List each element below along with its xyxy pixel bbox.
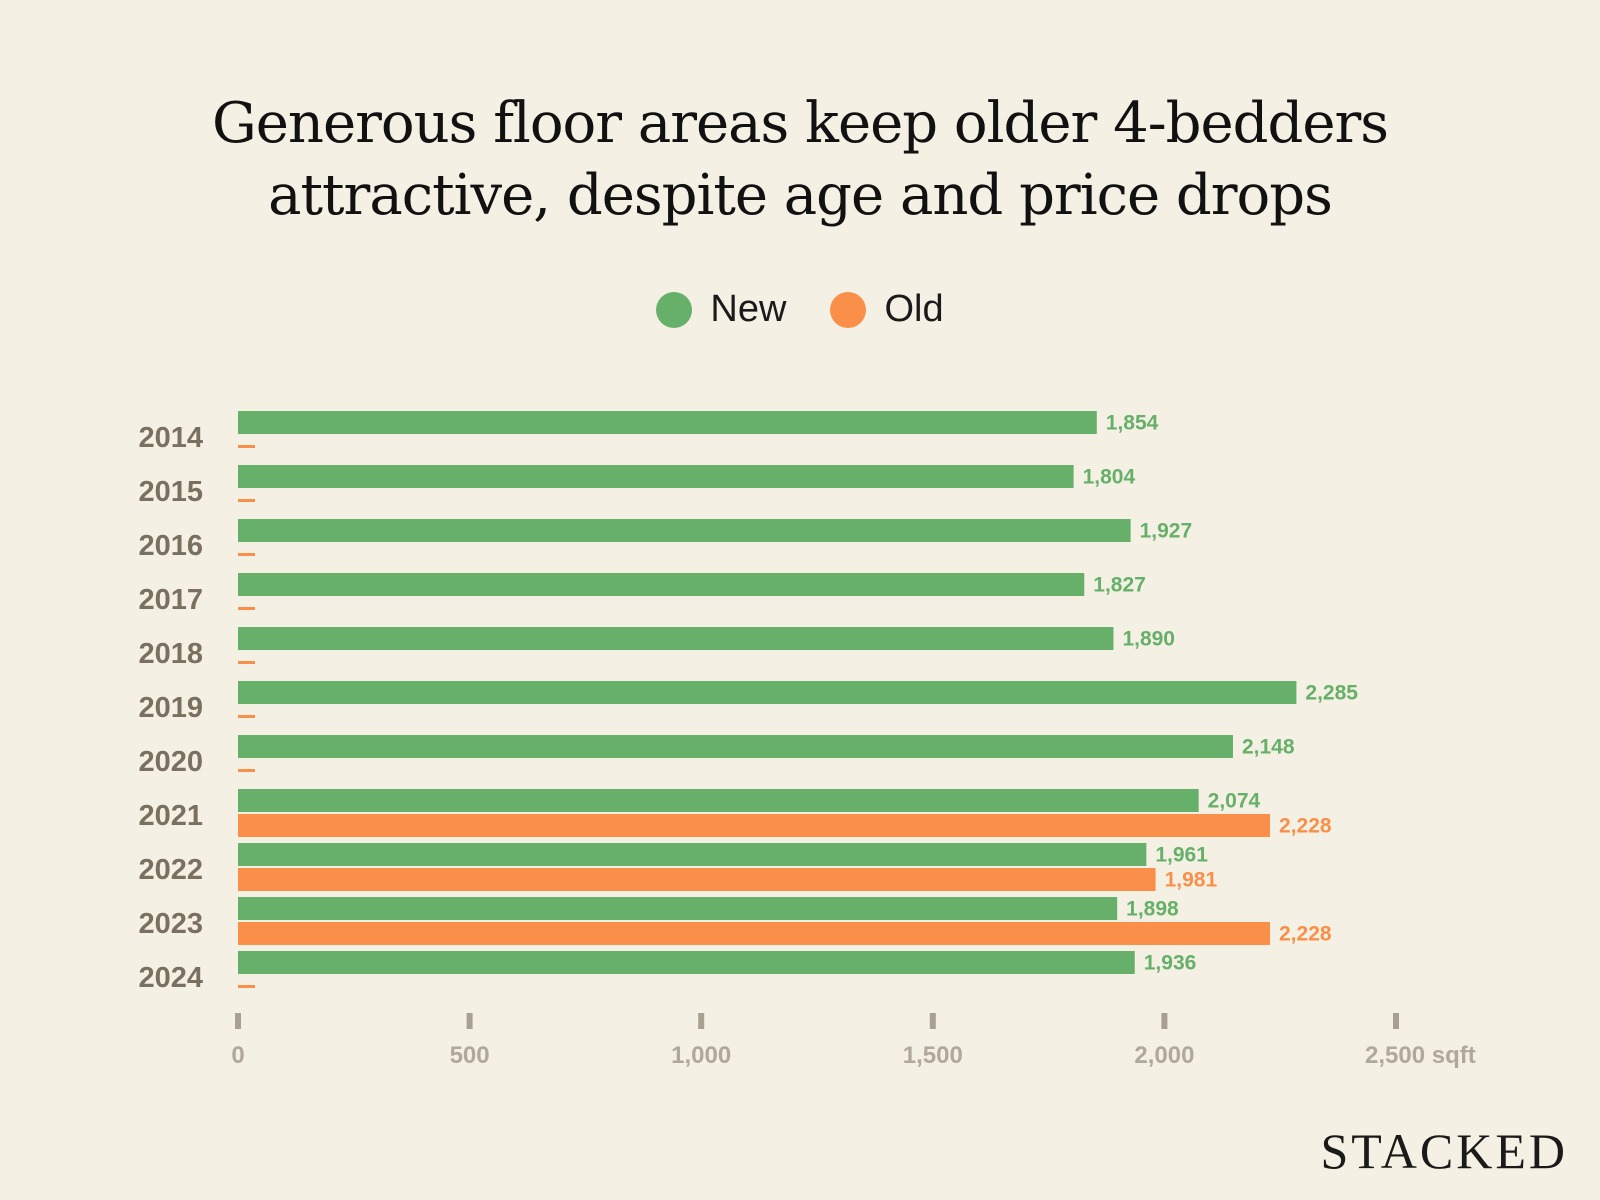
value-label-new-2020: 2,148	[1242, 736, 1295, 759]
x-tick-label-2500: 2,500 sqft	[1365, 1042, 1476, 1069]
bar-old-2021	[238, 814, 1271, 837]
missing-marker-old-2014	[238, 445, 255, 448]
value-label-old-2022: 1,981	[1165, 869, 1218, 892]
x-tick-1000	[698, 1013, 705, 1029]
missing-marker-old-2024	[238, 985, 255, 988]
value-label-new-2018: 1,890	[1122, 628, 1175, 651]
y-axis-label-2023: 2023	[138, 908, 203, 940]
y-axis-label-2014: 2014	[138, 422, 203, 454]
x-tick-label-500: 500	[450, 1042, 490, 1069]
y-axis-label-2020: 2020	[138, 746, 203, 778]
x-tick-label-0: 0	[231, 1042, 244, 1069]
x-tick-2000	[1161, 1013, 1168, 1029]
y-axis-label-2022: 2022	[138, 854, 203, 886]
chart-legend: New Old	[0, 288, 1600, 331]
value-label-new-2015: 1,804	[1083, 466, 1136, 489]
value-label-old-2023: 2,228	[1279, 923, 1332, 946]
missing-marker-old-2020	[238, 769, 255, 772]
missing-marker-old-2019	[238, 715, 255, 718]
y-axis-label-2017: 2017	[138, 584, 203, 616]
bar-new-2017	[238, 573, 1085, 596]
missing-marker-old-2015	[238, 499, 255, 502]
value-label-new-2021: 2,074	[1208, 790, 1261, 813]
bar-old-2023	[238, 922, 1271, 945]
legend-item-old: Old	[830, 288, 944, 331]
y-axis-label-2018: 2018	[138, 638, 203, 670]
y-axis-label-2019: 2019	[138, 692, 203, 724]
legend-label-old: Old	[884, 288, 944, 330]
value-label-new-2024: 1,936	[1144, 952, 1197, 975]
legend-label-new: New	[710, 288, 787, 330]
brand-logo: STACKED	[1320, 1123, 1568, 1179]
value-label-new-2022: 1,961	[1155, 844, 1208, 867]
x-tick-label-1500: 1,500	[903, 1042, 963, 1069]
legend-item-new: New	[656, 288, 786, 331]
value-label-new-2023: 1,898	[1126, 898, 1179, 921]
value-label-new-2019: 2,285	[1305, 682, 1358, 705]
bar-old-2022	[238, 868, 1156, 891]
value-label-new-2014: 1,854	[1106, 412, 1159, 435]
x-tick-label-1000: 1,000	[671, 1042, 731, 1069]
x-tick-label-2000: 2,000	[1134, 1042, 1194, 1069]
legend-swatch-old	[830, 291, 867, 328]
bar-new-2016	[238, 519, 1131, 542]
missing-marker-old-2018	[238, 661, 255, 664]
value-label-new-2017: 1,827	[1093, 574, 1146, 597]
bar-new-2018	[238, 627, 1114, 650]
chart-title-line-2: attractive, despite age and price drops	[268, 163, 1333, 228]
x-tick-1500	[929, 1013, 936, 1029]
y-axis-label-2015: 2015	[138, 476, 203, 508]
bar-new-2022	[238, 843, 1147, 866]
value-label-old-2021: 2,228	[1279, 815, 1332, 838]
x-tick-500	[466, 1013, 473, 1029]
bar-new-2019	[238, 681, 1297, 704]
y-axis-label-2016: 2016	[138, 530, 203, 562]
y-axis-label-2021: 2021	[138, 800, 203, 832]
missing-marker-old-2016	[238, 553, 255, 556]
x-tick-2500	[1393, 1013, 1399, 1029]
bar-new-2021	[238, 789, 1199, 812]
chart-title-line-1: Generous floor areas keep older 4-bedder…	[212, 91, 1389, 156]
bar-new-2015	[238, 465, 1074, 488]
value-label-new-2016: 1,927	[1140, 520, 1193, 543]
bar-new-2020	[238, 735, 1233, 758]
bar-new-2023	[238, 897, 1118, 920]
bar-new-2014	[238, 411, 1097, 434]
missing-marker-old-2017	[238, 607, 255, 610]
bar-new-2024	[238, 951, 1135, 974]
x-tick-0	[235, 1013, 241, 1029]
legend-swatch-new	[656, 291, 693, 328]
y-axis-label-2024: 2024	[138, 962, 203, 994]
chart-title: Generous floor areas keep older 4-bedder…	[0, 88, 1600, 232]
